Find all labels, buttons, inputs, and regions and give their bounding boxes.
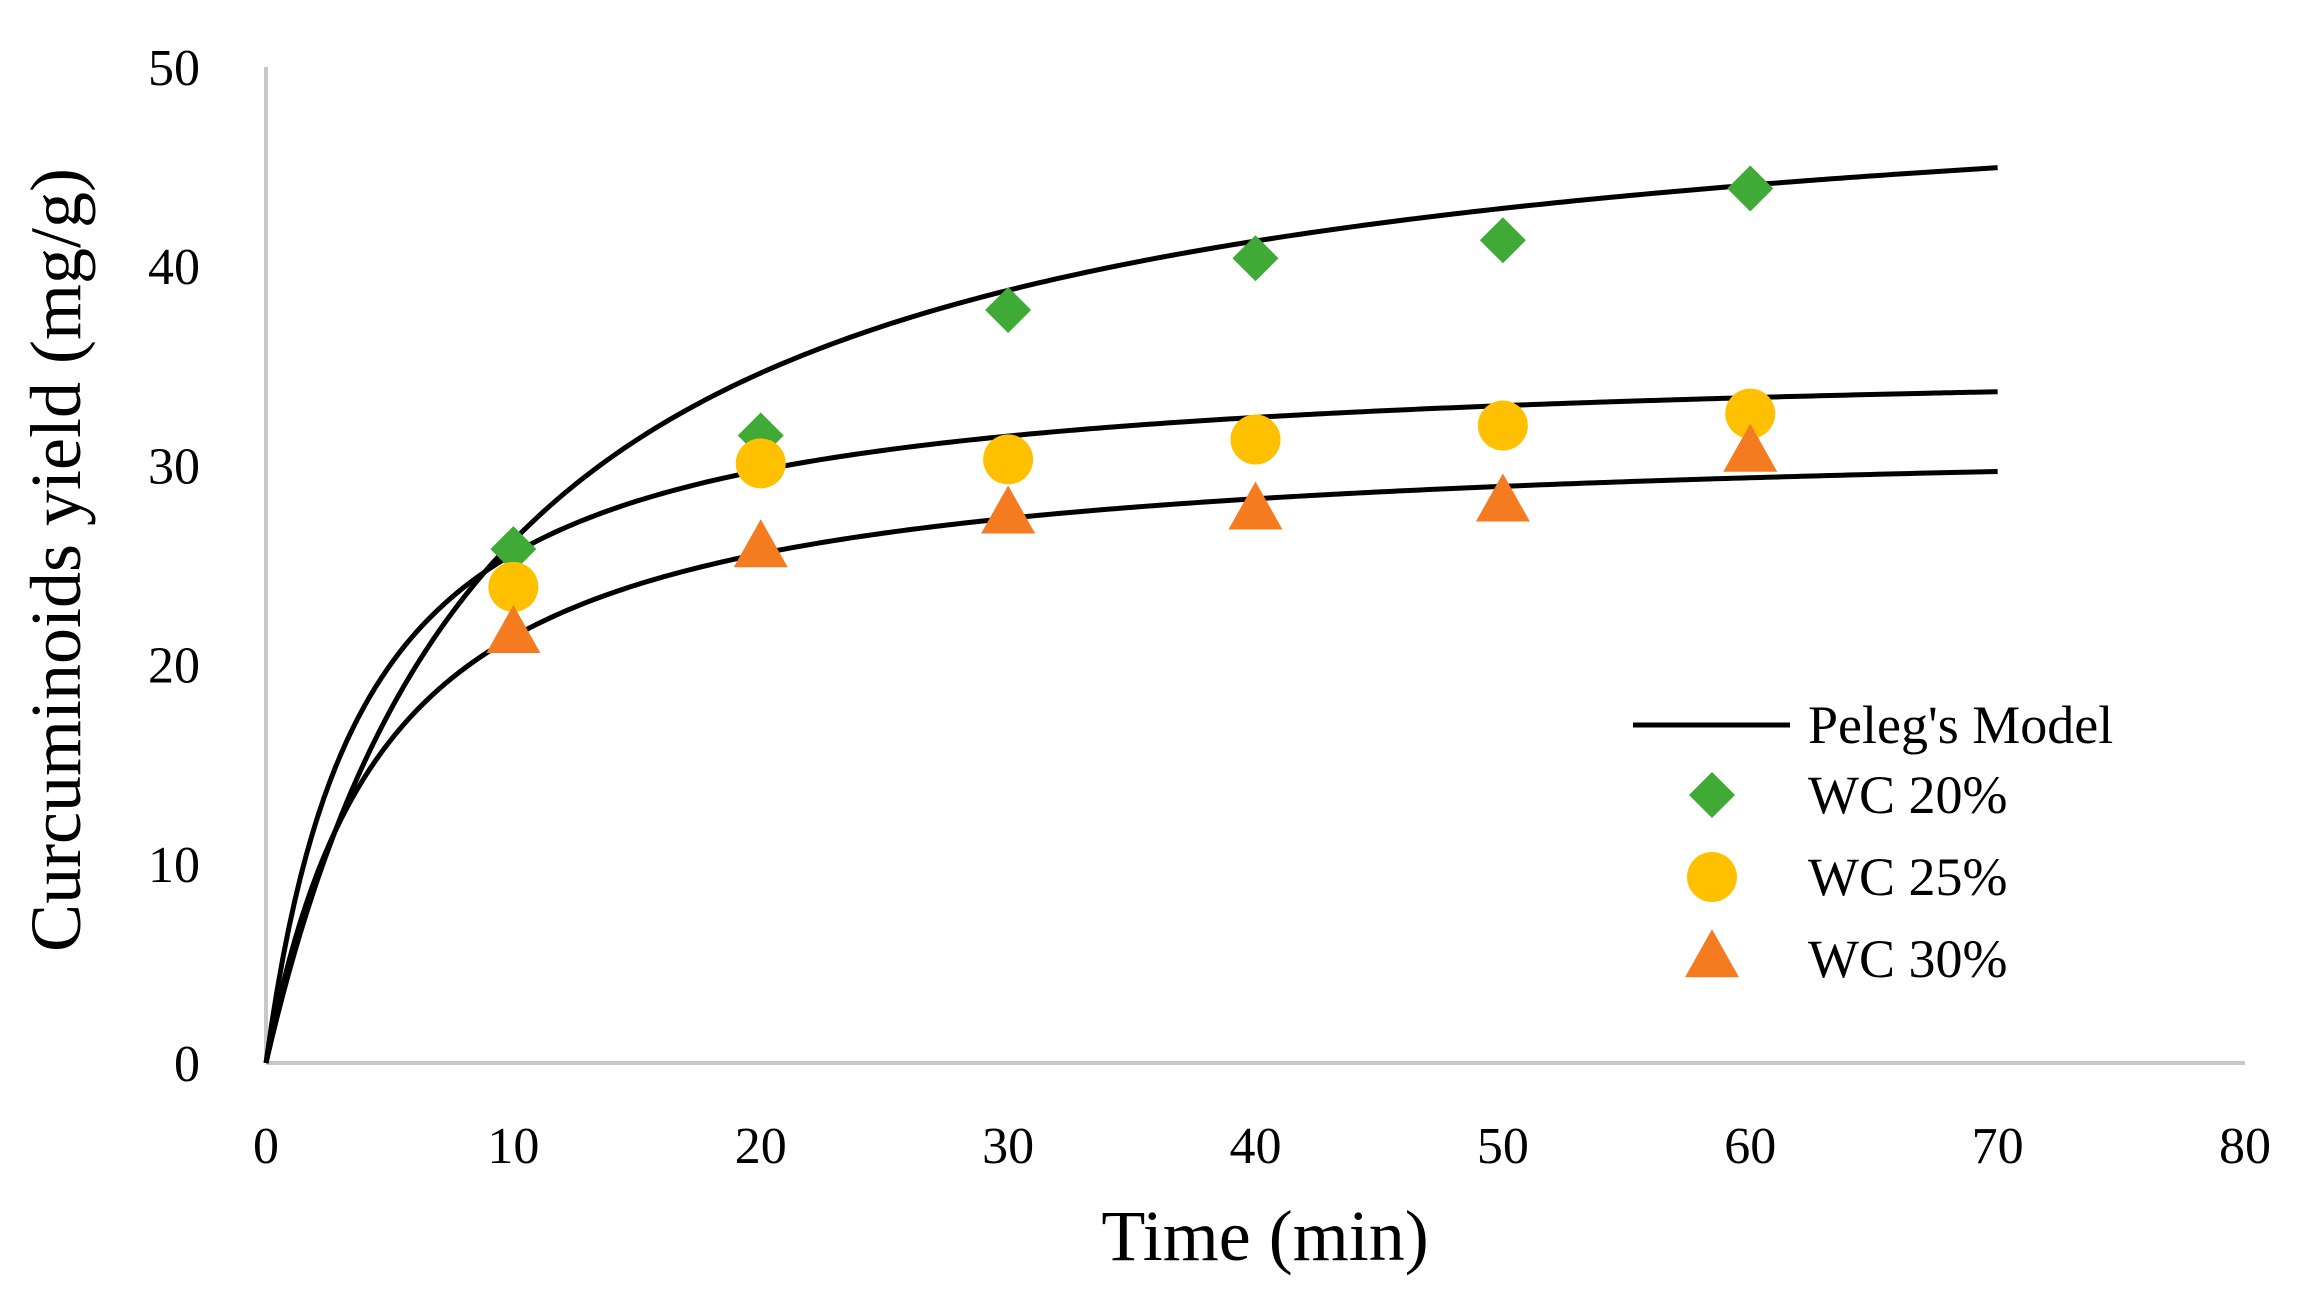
y-tick-label: 40 — [148, 239, 200, 296]
legend-wc-20-label: WC 20% — [1808, 765, 2007, 825]
tick-labels: 0 10 20 30 40 50 60 70 80 0 10 20 30 40 50 — [148, 40, 2271, 1175]
wc-20-point — [1232, 235, 1279, 282]
x-tick-label: 70 — [1972, 1118, 2024, 1175]
wc-20-point — [490, 526, 537, 573]
y-tick-label: 20 — [148, 638, 200, 695]
legend-model-label: Peleg's Model — [1808, 695, 2113, 755]
wc-30-point — [1723, 423, 1778, 472]
y-tick-label: 50 — [148, 40, 200, 97]
x-tick-label: 40 — [1230, 1118, 1282, 1175]
x-tick-label: 80 — [2219, 1118, 2271, 1175]
y-axis-title: Curcuminoids yield (mg/g) — [16, 168, 96, 952]
x-tick-label: 10 — [487, 1118, 539, 1175]
wc-20-point — [1727, 165, 1774, 212]
y-tick-label: 30 — [148, 438, 200, 495]
wc-25-point — [1477, 400, 1528, 451]
x-tick-label: 30 — [982, 1118, 1034, 1175]
wc-30-point — [1228, 481, 1283, 530]
peleg-model-curve — [263, 389, 1998, 1064]
y-tick-label: 0 — [174, 1036, 200, 1093]
x-axis-title: Time (min) — [1101, 1196, 1428, 1276]
legend-wc-20-marker — [1689, 772, 1735, 818]
data-points — [486, 165, 1778, 653]
wc-25-point — [1230, 414, 1281, 465]
wc-25-point — [735, 438, 786, 489]
wc-30-point — [981, 485, 1036, 534]
legend-wc-30-marker — [1685, 929, 1739, 978]
wc-30-point — [486, 604, 541, 653]
legend-wc-30-label: WC 30% — [1808, 929, 2007, 989]
axes — [264, 67, 2245, 1065]
peleg-model-curve — [263, 468, 1998, 1064]
wc-30-point — [1475, 473, 1530, 522]
wc-25-point — [983, 434, 1034, 485]
y-tick-label: 10 — [148, 837, 200, 894]
wc-20-point — [985, 287, 1032, 334]
wc-30-point — [733, 519, 788, 568]
peleg-model-curve — [263, 165, 1998, 1064]
model-curves — [263, 165, 1998, 1064]
x-tick-label: 20 — [735, 1118, 787, 1175]
x-tick-label: 0 — [253, 1118, 279, 1175]
x-tick-label: 50 — [1477, 1118, 1529, 1175]
legend: Peleg's Model WC 20% WC 25% WC 30% — [1633, 695, 2113, 989]
wc-20-point — [1479, 217, 1526, 264]
legend-wc-25-label: WC 25% — [1808, 847, 2007, 907]
wc-25-point — [488, 561, 539, 612]
wc-25-point — [1725, 388, 1776, 439]
legend-wc-25-marker — [1687, 852, 1737, 902]
x-tick-label: 60 — [1724, 1118, 1776, 1175]
